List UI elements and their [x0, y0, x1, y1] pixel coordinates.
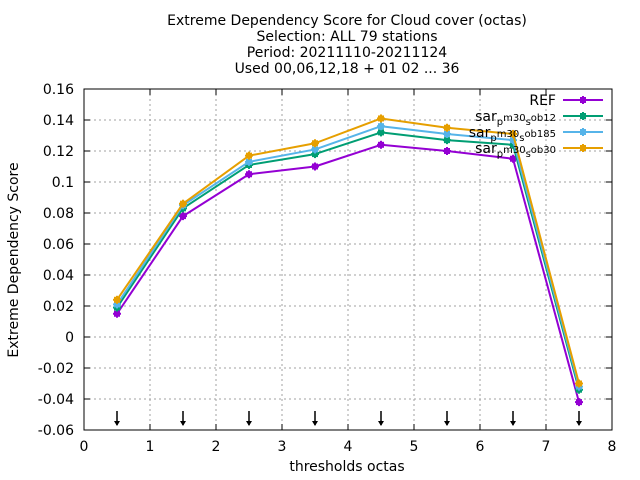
x-tick-label: 6 — [476, 439, 485, 455]
series-line — [116, 125, 580, 387]
series-line — [116, 131, 580, 390]
threshold-arrow — [246, 411, 252, 426]
title-line-1: Extreme Dependency Score for Cloud cover… — [167, 13, 527, 29]
y-tick-label: 0.12 — [43, 144, 74, 160]
series-group — [113, 114, 583, 407]
legend-entry: sarpm30sob12 — [475, 109, 603, 128]
grid — [84, 89, 612, 430]
y-axis-label: Extreme Dependency Score — [6, 162, 22, 357]
legend-entry: sarpm30sob30 — [475, 141, 603, 160]
legend-marker — [579, 96, 587, 104]
data-point — [443, 123, 451, 132]
legend-label: sarpm30sob12 — [475, 109, 556, 128]
legend-label: sarpm30sob185 — [469, 125, 556, 144]
x-tick-label: 3 — [278, 439, 287, 455]
legend-marker — [579, 144, 587, 152]
data-point — [377, 114, 385, 123]
y-tick-label: 0.02 — [43, 299, 74, 315]
data-point — [311, 162, 319, 171]
data-point — [509, 154, 517, 163]
y-tick-label: 0.16 — [43, 82, 74, 98]
x-tick-label: 8 — [608, 439, 617, 455]
ticks: 0 1 2 3 4 5 6 7 8 -0.06 -0.04 -0.02 0 0.02 0.04 0.06 0.0… — [38, 82, 617, 455]
y-tick-label: 0 — [65, 330, 74, 346]
data-point — [575, 398, 583, 407]
data-point — [179, 199, 187, 208]
threshold-arrow — [444, 411, 450, 426]
legend-marker — [579, 128, 587, 136]
y-tick-label: -0.04 — [38, 392, 74, 408]
threshold-arrow — [378, 411, 384, 426]
data-point — [377, 122, 385, 131]
x-tick-label: 0 — [80, 439, 89, 455]
threshold-arrow — [510, 411, 516, 426]
y-tick-label: 0.08 — [43, 206, 74, 222]
legend-marker — [579, 112, 587, 120]
data-point — [113, 295, 121, 304]
series-line — [116, 117, 580, 384]
x-tick-label: 4 — [344, 439, 353, 455]
y-tick-label: 0.04 — [43, 268, 74, 284]
chart-title: Extreme Dependency Score for Cloud cover… — [167, 13, 527, 77]
y-tick-label: 0.14 — [43, 113, 74, 129]
data-point — [377, 140, 385, 149]
series-line — [116, 143, 580, 403]
threshold-arrow — [180, 411, 186, 426]
title-line-3: Period: 20211110-20211124 — [247, 45, 447, 61]
legend-label: sarpm30sob30 — [475, 141, 556, 160]
series-1 — [113, 128, 583, 394]
threshold-arrow — [114, 411, 120, 426]
threshold-arrows — [114, 411, 582, 426]
y-tick-label: -0.02 — [38, 361, 74, 377]
x-tick-label: 2 — [212, 439, 221, 455]
data-point — [311, 139, 319, 148]
series-3 — [113, 114, 583, 388]
data-point — [509, 129, 517, 138]
x-tick-label: 5 — [410, 439, 419, 455]
y-tick-label: -0.06 — [38, 423, 74, 439]
data-point — [245, 151, 253, 160]
data-point — [179, 212, 187, 221]
title-line-2: Selection: ALL 79 stations — [256, 29, 437, 45]
data-point — [245, 170, 253, 179]
legend-label: REF — [529, 93, 556, 109]
legend-entry: sarpm30sob185 — [469, 125, 603, 144]
y-tick-label: 0.1 — [52, 175, 74, 191]
title-line-4: Used 00,06,12,18 + 01 02 ... 36 — [235, 61, 460, 77]
x-tick-label: 7 — [542, 439, 551, 455]
legend-entry: REF — [529, 93, 603, 109]
data-point — [575, 379, 583, 388]
threshold-arrow — [312, 411, 318, 426]
x-tick-label: 1 — [146, 439, 155, 455]
data-point — [443, 147, 451, 155]
threshold-arrow — [576, 411, 582, 426]
x-axis-label: thresholds octas — [289, 459, 404, 475]
y-tick-label: 0.06 — [43, 237, 74, 253]
